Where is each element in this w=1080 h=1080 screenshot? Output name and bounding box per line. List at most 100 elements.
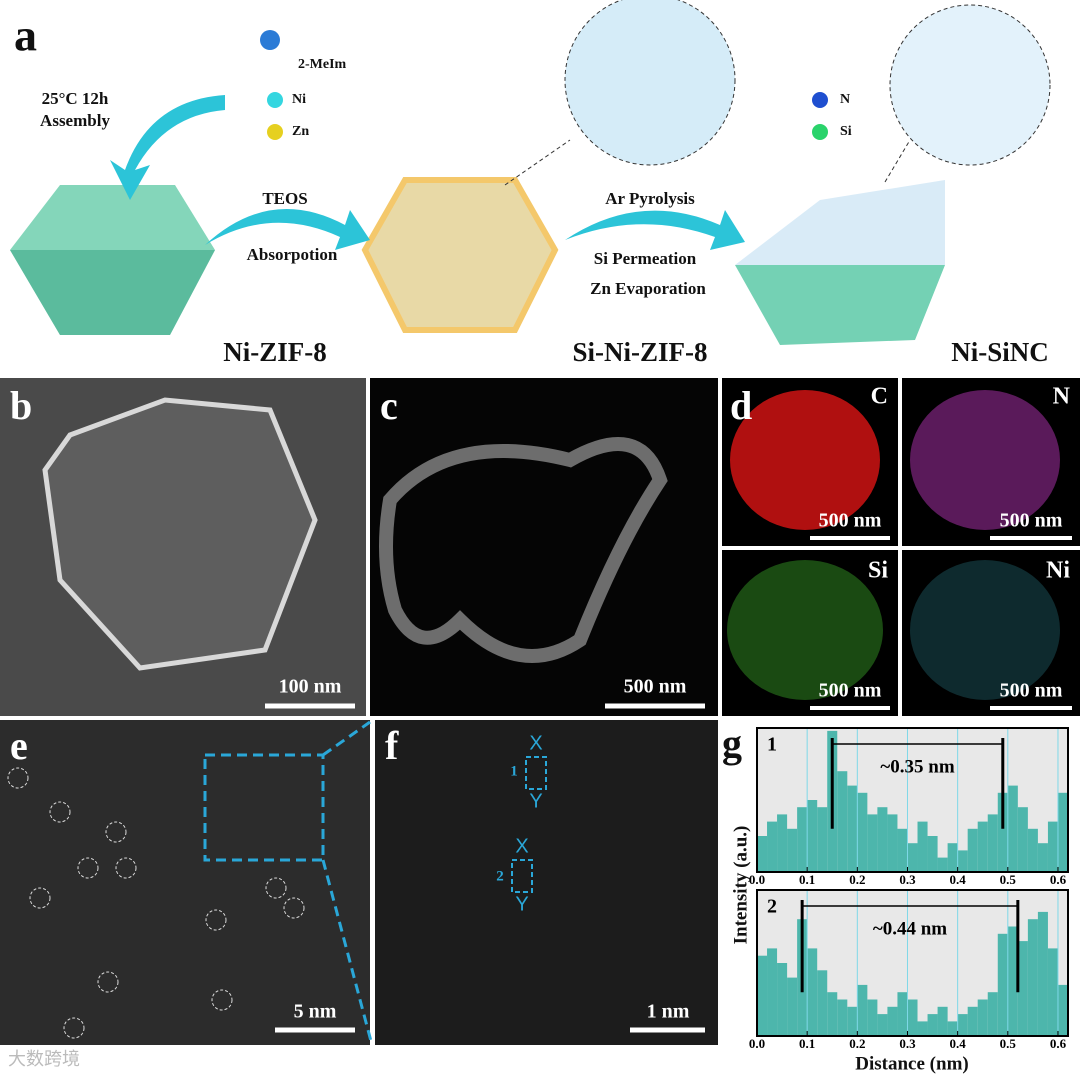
- watermark: 大数跨境: [8, 1049, 80, 1070]
- legend-label: Ni: [292, 92, 306, 107]
- legend-label: N: [840, 92, 850, 107]
- bar: [957, 1014, 968, 1036]
- bar: [777, 963, 788, 1036]
- bar: [1057, 984, 1068, 1036]
- bar: [937, 1006, 948, 1036]
- step-label: Zn Evaporation: [590, 279, 706, 298]
- bar: [897, 992, 908, 1036]
- bar: [1027, 828, 1038, 872]
- graphene-layers: [735, 180, 945, 265]
- bar: [977, 821, 988, 872]
- product-label: Ni-SiNC: [951, 337, 1049, 367]
- bar: [947, 843, 958, 872]
- product-label: Ni-ZIF-8: [223, 337, 327, 367]
- x-tick-label: 0.2: [849, 1036, 865, 1051]
- bar: [967, 828, 978, 872]
- bar: [877, 1014, 888, 1036]
- bar: [807, 948, 818, 1036]
- haadf-image: [0, 720, 370, 1045]
- x-tick-label: 0.3: [899, 872, 916, 887]
- molecule-icon: [260, 30, 280, 50]
- porous-carbon: [379, 437, 668, 663]
- panel-label: d: [730, 383, 752, 428]
- connector: [504, 139, 571, 186]
- scale-bar-label: 500 nm: [1000, 680, 1063, 702]
- bar: [1017, 941, 1028, 1036]
- arrow: [110, 95, 225, 200]
- scale-bar-label: 500 nm: [624, 676, 687, 698]
- step-label: Si Permeation: [594, 249, 697, 268]
- x-tick-label: 0.6: [1050, 1036, 1067, 1051]
- bar: [917, 1021, 928, 1036]
- bar: [1037, 911, 1048, 1036]
- bar: [867, 999, 878, 1036]
- bar: [1007, 926, 1018, 1036]
- element-signal: [910, 390, 1060, 530]
- site-id: 1: [510, 763, 518, 779]
- inset: [889, 4, 1051, 166]
- bar: [1027, 919, 1038, 1036]
- arrow: [565, 210, 745, 250]
- x-axis-label: Distance (nm): [855, 1053, 968, 1074]
- bar: [917, 821, 928, 872]
- bar: [767, 821, 778, 872]
- scale-bar-label: 1 nm: [647, 1001, 690, 1023]
- bar: [987, 992, 998, 1036]
- step-label: Absorpotion: [247, 245, 338, 264]
- chart-id: 1: [767, 734, 777, 756]
- element-label: N: [1053, 384, 1071, 410]
- element-signal: [727, 560, 883, 700]
- line-profile-box: [525, 756, 547, 790]
- line-profile-box: [511, 859, 533, 893]
- x-tick-label: 0.6: [1050, 872, 1067, 887]
- bar: [797, 807, 808, 872]
- arrow: [205, 209, 370, 250]
- bar: [817, 970, 828, 1036]
- legend-label: 2-MeIm: [298, 57, 347, 72]
- x-tick-label: 0.1: [799, 872, 815, 887]
- bar: [957, 850, 968, 872]
- bar: [967, 1006, 978, 1036]
- bar: [997, 792, 1008, 872]
- product-label: Si-Ni-ZIF-8: [573, 337, 708, 367]
- bar: [877, 807, 888, 872]
- bar: [807, 800, 818, 872]
- element-label: Si: [868, 558, 888, 584]
- legend-dot: [812, 92, 828, 108]
- crystal: [735, 265, 945, 345]
- tem-image: [370, 378, 718, 716]
- plot-frame: [756, 727, 1069, 873]
- x-tick-label: 0.0: [749, 872, 765, 887]
- bar: [787, 977, 798, 1036]
- zoom-line: [322, 720, 371, 757]
- bar: [987, 814, 998, 872]
- panel-label: c: [380, 383, 398, 428]
- bar: [1057, 792, 1068, 872]
- bar: [1007, 785, 1018, 872]
- crystal: [361, 177, 559, 333]
- scale-bar-label: 500 nm: [819, 680, 882, 702]
- y-axis-label: Intensity (a.u.): [730, 826, 751, 945]
- inset: [564, 0, 736, 166]
- x-tick-label: 0.5: [1000, 1036, 1017, 1051]
- bar: [857, 984, 868, 1036]
- legend-label: Zn: [292, 124, 309, 139]
- site-id: 2: [496, 868, 504, 884]
- bar: [1017, 807, 1028, 872]
- profile-end: Y: [529, 790, 542, 812]
- haadf-image: [375, 720, 718, 1045]
- bar: [997, 933, 1008, 1036]
- scale-bar-label: 5 nm: [294, 1001, 337, 1023]
- distance-label: ~0.35 nm: [880, 756, 954, 777]
- bar: [887, 1006, 898, 1036]
- x-tick-label: 0.1: [799, 1036, 815, 1051]
- element-label: C: [871, 384, 888, 410]
- bar: [977, 999, 988, 1036]
- panel-label: f: [385, 723, 399, 768]
- connector: [884, 139, 911, 183]
- profile-end: Y: [515, 893, 528, 915]
- profile-end: X: [529, 732, 542, 754]
- panel-label: g: [722, 721, 742, 766]
- atom-circles: [7, 767, 305, 1039]
